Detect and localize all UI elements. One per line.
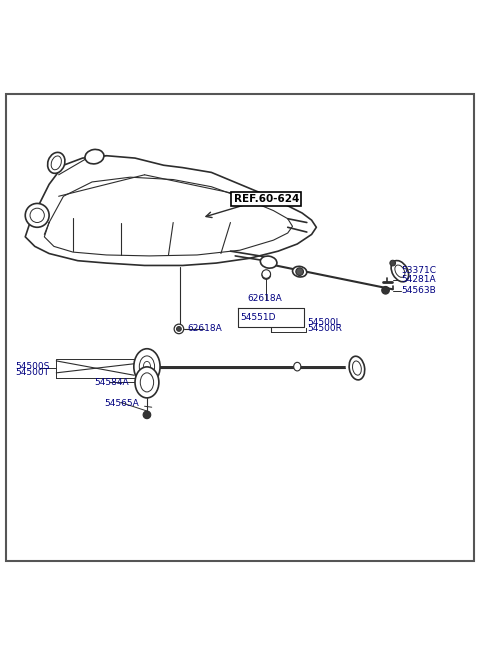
Ellipse shape xyxy=(51,156,61,170)
Ellipse shape xyxy=(144,362,151,372)
Circle shape xyxy=(25,204,49,227)
Ellipse shape xyxy=(349,356,365,380)
Text: 54565A: 54565A xyxy=(104,400,139,408)
Circle shape xyxy=(262,270,271,278)
Circle shape xyxy=(296,268,303,276)
Ellipse shape xyxy=(134,348,160,384)
Circle shape xyxy=(177,327,181,331)
Circle shape xyxy=(390,260,396,266)
Text: 53371C: 53371C xyxy=(401,266,436,274)
Ellipse shape xyxy=(140,373,154,392)
Text: 54500R: 54500R xyxy=(307,324,342,333)
Ellipse shape xyxy=(352,361,361,375)
Ellipse shape xyxy=(85,149,104,164)
Ellipse shape xyxy=(294,362,301,371)
Text: 54500L: 54500L xyxy=(307,318,340,328)
Ellipse shape xyxy=(395,265,405,277)
Circle shape xyxy=(382,286,389,294)
Ellipse shape xyxy=(391,261,408,282)
Ellipse shape xyxy=(260,256,277,268)
Text: 54500S: 54500S xyxy=(16,362,50,371)
Ellipse shape xyxy=(135,367,159,398)
Ellipse shape xyxy=(139,356,155,377)
Text: 54551D: 54551D xyxy=(240,314,276,322)
Circle shape xyxy=(174,324,184,333)
Ellipse shape xyxy=(292,267,307,277)
Text: 54500T: 54500T xyxy=(16,368,50,377)
Text: 62618A: 62618A xyxy=(188,324,222,333)
Text: REF.60-624: REF.60-624 xyxy=(234,194,299,204)
Circle shape xyxy=(262,271,271,279)
Circle shape xyxy=(143,411,151,419)
Text: 54563B: 54563B xyxy=(401,286,436,295)
Text: 54281A: 54281A xyxy=(401,275,436,284)
Text: 54584A: 54584A xyxy=(95,378,129,387)
Text: 62618A: 62618A xyxy=(247,294,282,303)
Ellipse shape xyxy=(48,153,65,174)
Circle shape xyxy=(30,208,44,223)
